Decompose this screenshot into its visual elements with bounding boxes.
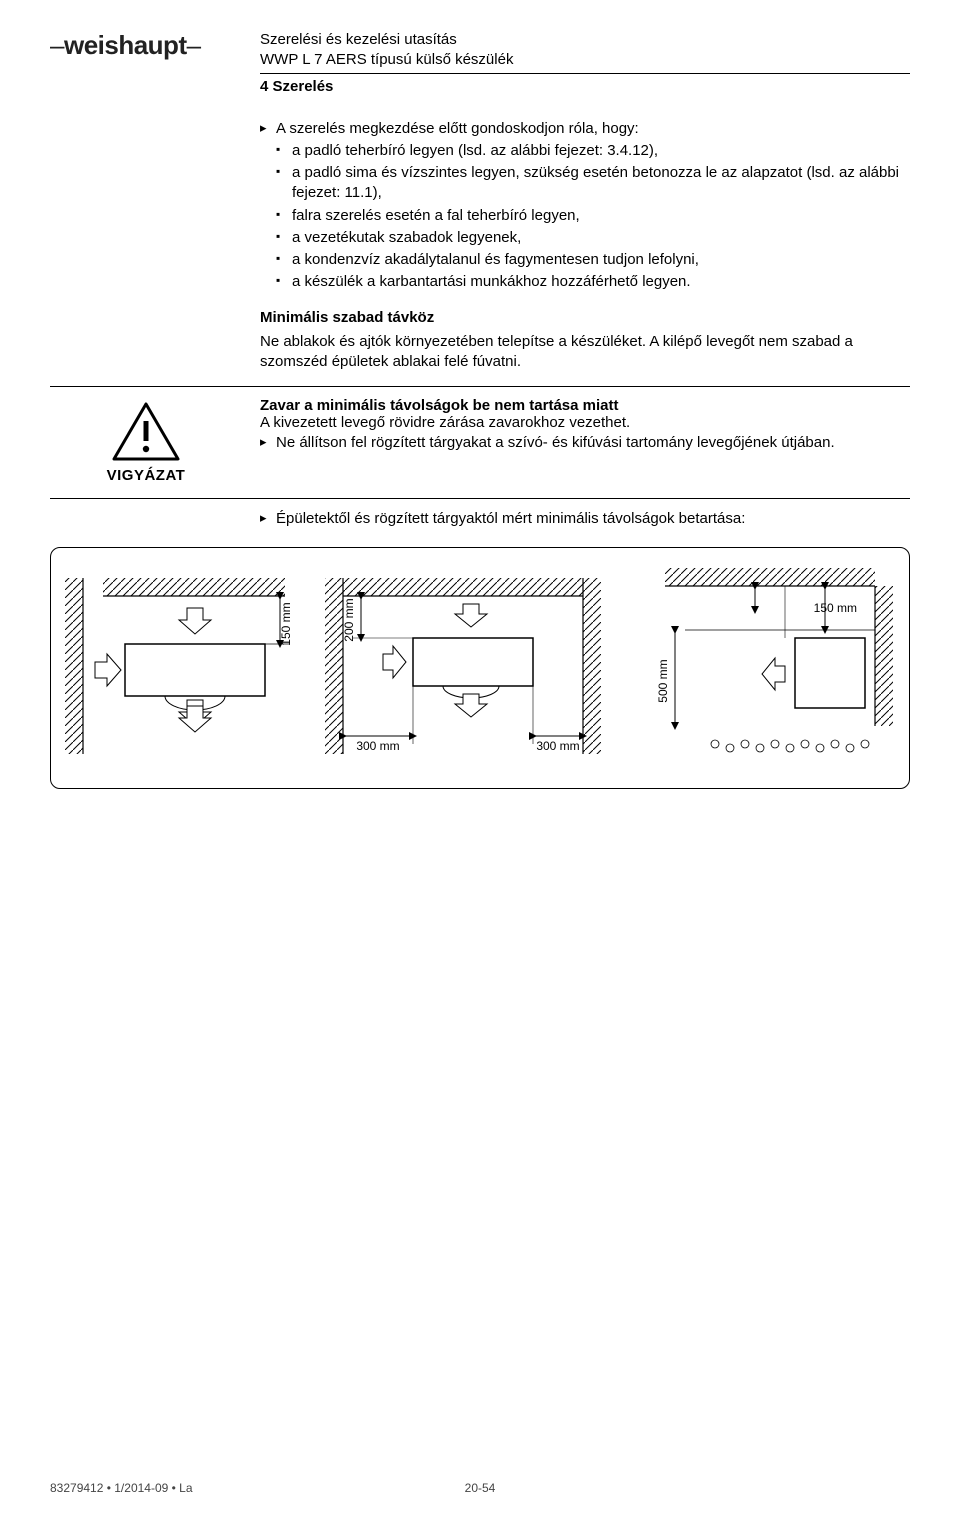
section-heading: 4 Szerelés — [260, 73, 910, 95]
clearance-diagram-2: 200 mm 300 mm 300 mm — [313, 566, 613, 766]
warning-title: Zavar a minimális távolságok be nem tart… — [260, 397, 910, 414]
warning-body: Zavar a minimális távolságok be nem tart… — [260, 397, 910, 455]
min-clearance-heading: Minimális szabad távköz — [260, 309, 910, 326]
clearance-diagram-3: 150 mm 500 mm — [625, 566, 895, 766]
final-bullet: Épületektől és rögzített tárgyaktól mért… — [260, 509, 910, 529]
warning-label: VIGYÁZAT — [107, 467, 186, 484]
intro-sub-list: a padló teherbíró legyen (lsd. az alábbi… — [276, 141, 910, 293]
intro-item: a készülék a karbantartási munkákhoz hoz… — [276, 272, 910, 292]
intro-item: a vezetékutak szabadok legyenek, — [276, 228, 910, 248]
page-footer: 83279412 • 1/2014-09 • La 20-54 — [50, 1481, 910, 1495]
warning-line: A kivezetett levegő rövidre zárása zavar… — [260, 414, 910, 431]
warning-action: Ne állítson fel rögzített tárgyakat a sz… — [260, 433, 910, 453]
dim-label: 150 mm — [279, 603, 293, 646]
page: weishaupt Szerelési és kezelési utasítás… — [0, 0, 960, 849]
warning-triangle-icon — [111, 401, 181, 463]
footer-left: 83279412 • 1/2014-09 • La — [50, 1481, 193, 1495]
clearance-diagram: 150 mm — [50, 547, 910, 789]
content-block-1: A szerelés megkezdése előtt gondoskodjon… — [260, 119, 910, 373]
divider — [50, 386, 910, 387]
warning-icon-block: VIGYÁZAT — [50, 397, 242, 484]
dim-label: 150 mm — [814, 601, 857, 615]
header-line-1: Szerelési és kezelési utasítás — [260, 30, 910, 50]
intro-list: A szerelés megkezdése előtt gondoskodjon… — [260, 119, 910, 293]
content-block-2: Épületektől és rögzített tárgyaktól mért… — [260, 509, 910, 529]
dim-label: 500 mm — [656, 660, 670, 703]
clearance-diagram-1: 150 mm — [65, 566, 300, 766]
dim-label: 200 mm — [342, 599, 356, 642]
intro-bullet: A szerelés megkezdése előtt gondoskodjon… — [260, 119, 910, 293]
intro-bullet-text: A szerelés megkezdése előtt gondoskodjon… — [276, 120, 639, 137]
footer-page-number: 20-54 — [465, 1481, 496, 1495]
brand-logo: weishaupt — [50, 30, 260, 61]
page-header: weishaupt Szerelési és kezelési utasítás… — [50, 30, 910, 71]
warning-action-list: Ne állítson fel rögzített tárgyakat a sz… — [260, 433, 910, 453]
header-line-2: WWP L 7 AERS típusú külső készülék — [260, 50, 910, 70]
intro-item: a padló sima és vízszintes legyen, szüks… — [276, 163, 910, 204]
final-bullet-list: Épületektől és rögzített tárgyaktól mért… — [260, 509, 910, 529]
intro-item: a kondenzvíz akadálytalanul és fagymente… — [276, 250, 910, 270]
intro-item: a padló teherbíró legyen (lsd. az alábbi… — [276, 141, 910, 161]
dim-label: 300 mm — [356, 739, 399, 753]
header-text: Szerelési és kezelési utasítás WWP L 7 A… — [260, 30, 910, 71]
warning-block: VIGYÁZAT Zavar a minimális távolságok be… — [50, 397, 910, 484]
divider — [50, 498, 910, 499]
dim-label: 300 mm — [536, 739, 579, 753]
min-clearance-paragraph: Ne ablakok és ajtók környezetében telepí… — [260, 332, 910, 373]
intro-item: falra szerelés esetén a fal teherbíró le… — [276, 206, 910, 226]
